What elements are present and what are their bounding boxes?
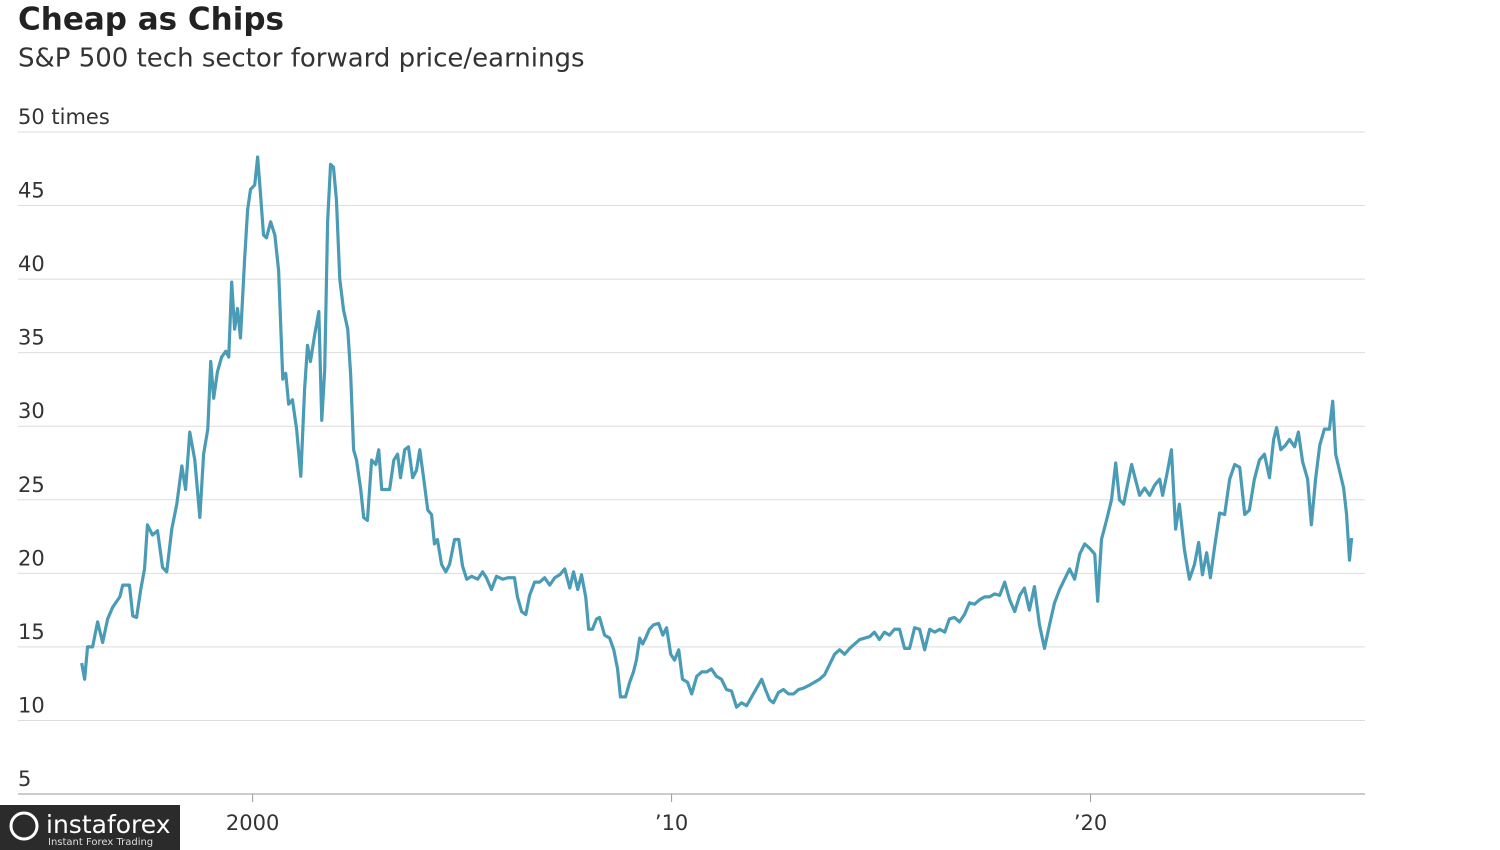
watermark-tagline: Instant Forex Trading bbox=[48, 837, 153, 848]
x-tick-label: ’10 bbox=[655, 811, 688, 835]
watermark-bg bbox=[0, 805, 180, 850]
x-tick-label: ’20 bbox=[1074, 811, 1107, 835]
watermark-name: instaforex bbox=[46, 810, 171, 839]
y-tick-label: 30 bbox=[18, 399, 45, 423]
y-tick-label: 10 bbox=[18, 693, 45, 717]
data-line bbox=[80, 155, 1354, 709]
chart-subtitle: S&P 500 tech sector forward price/earnin… bbox=[18, 44, 585, 74]
y-tick-label: 50 times bbox=[18, 105, 110, 129]
y-tick-label: 5 bbox=[18, 767, 31, 791]
y-tick-label: 40 bbox=[18, 252, 45, 276]
chart-title: Cheap as Chips bbox=[18, 2, 284, 38]
x-tick-label: 2000 bbox=[226, 811, 279, 835]
watermark: instaforex Instant Forex Trading bbox=[0, 805, 180, 850]
y-tick-label: 20 bbox=[18, 546, 45, 570]
y-tick-label: 25 bbox=[18, 473, 45, 497]
y-tick-label: 15 bbox=[18, 620, 45, 644]
y-tick-label: 45 bbox=[18, 179, 45, 203]
watermark-logo bbox=[9, 811, 39, 841]
y-tick-label: 35 bbox=[18, 326, 45, 350]
